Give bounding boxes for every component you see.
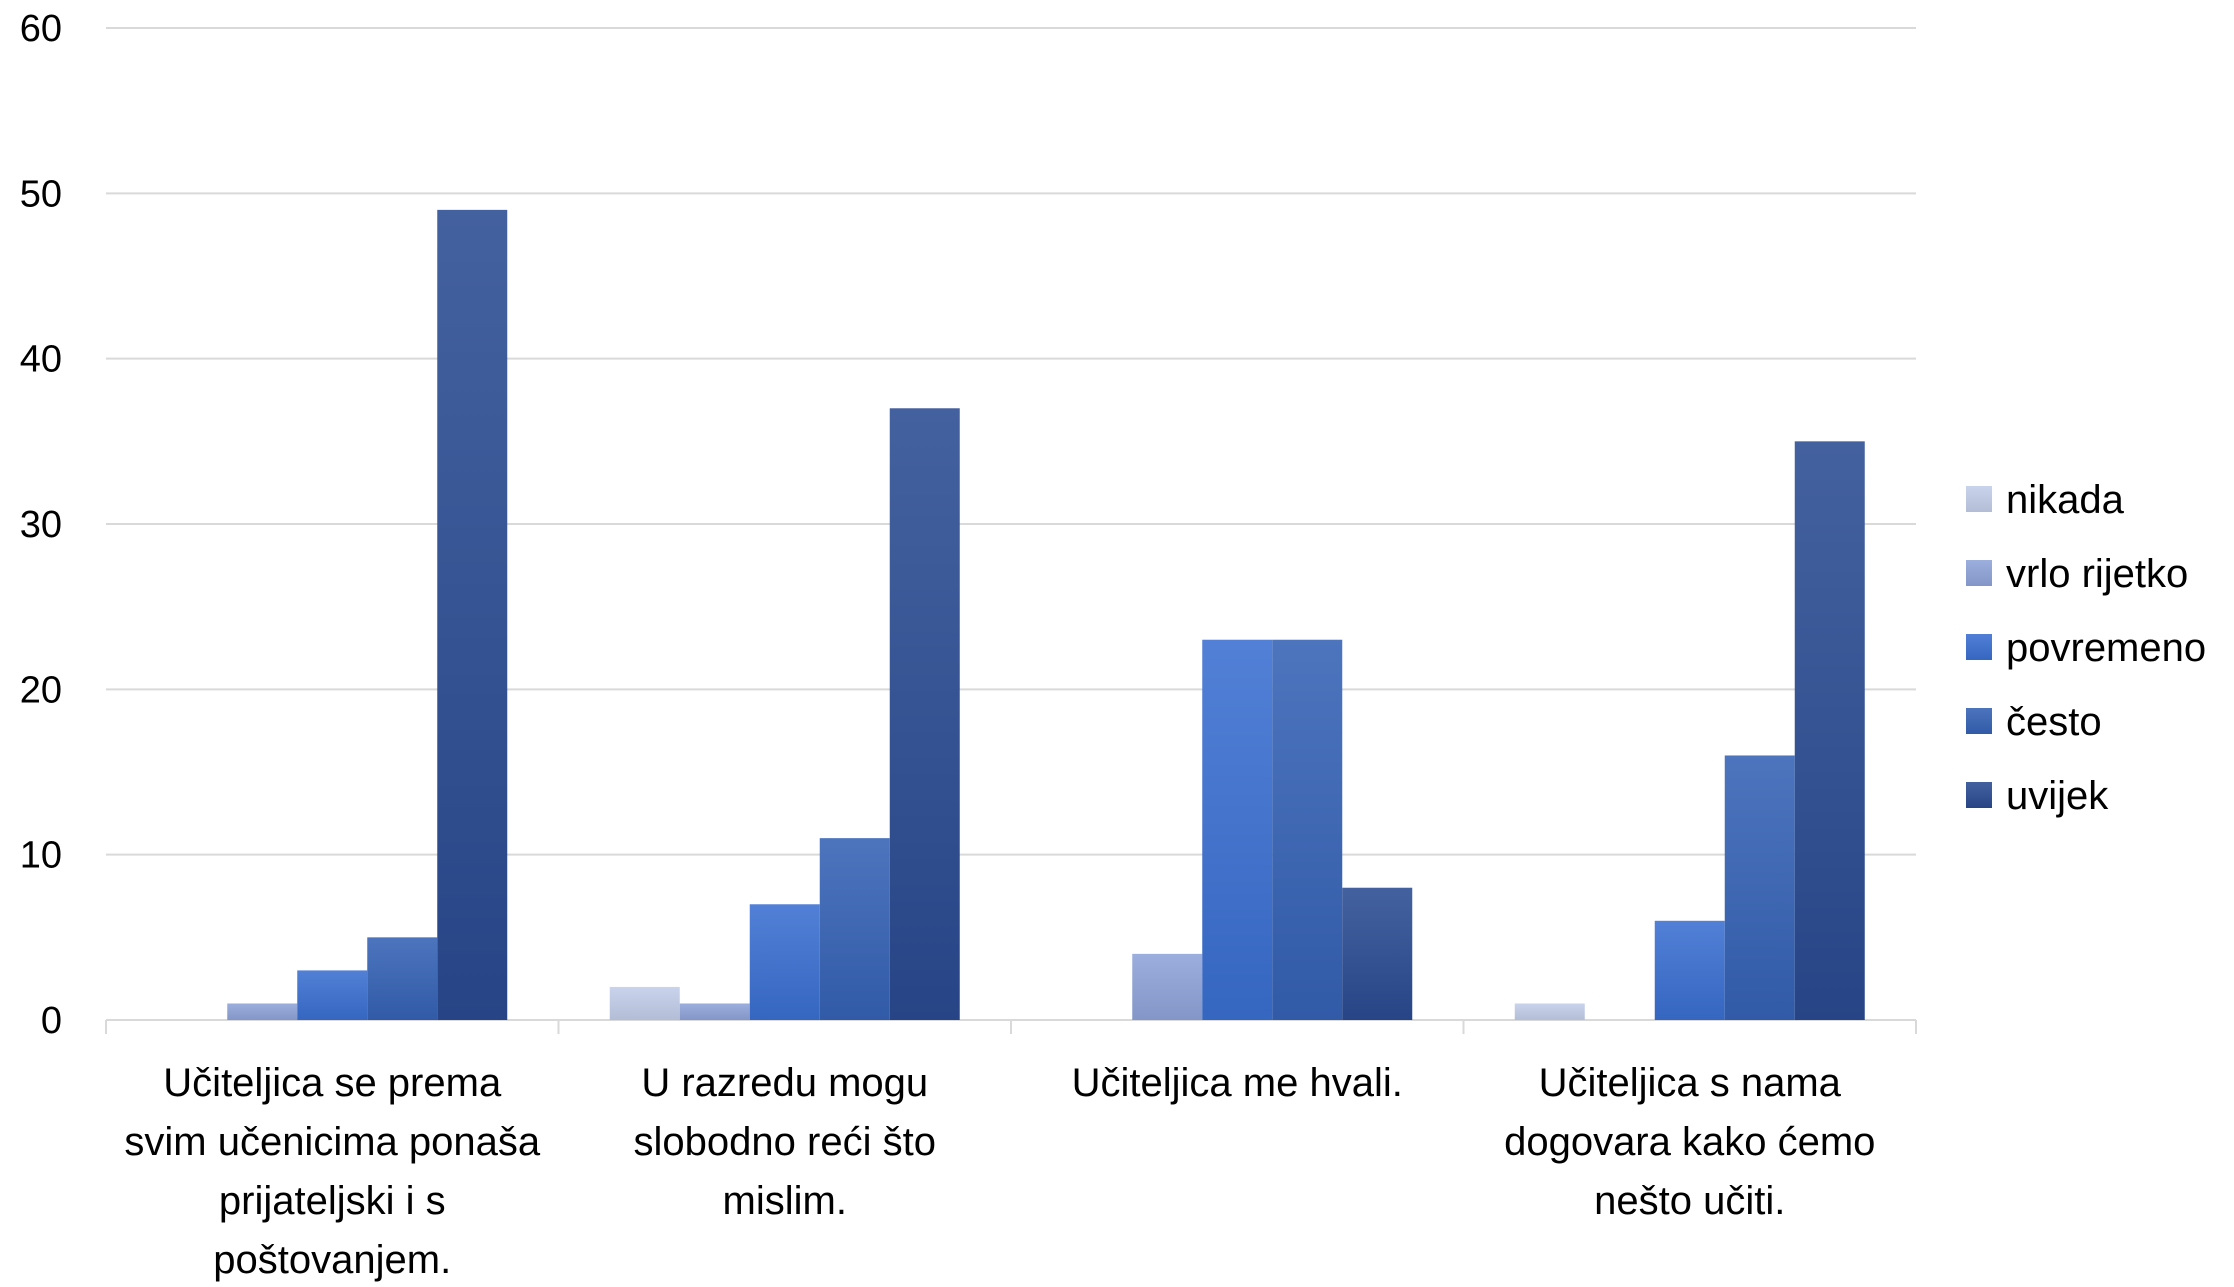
y-tick-label: 10 <box>20 835 62 877</box>
x-category-label: mislim. <box>723 1179 847 1223</box>
bar <box>1132 953 1203 1020</box>
bar <box>367 937 438 1020</box>
legend-swatch <box>1966 486 1992 512</box>
bar <box>1342 887 1413 1020</box>
x-category-label: nešto učiti. <box>1594 1179 1785 1223</box>
bar <box>819 838 890 1020</box>
y-tick-label: 0 <box>41 1000 62 1042</box>
legend-swatch <box>1966 560 1992 586</box>
gridlines <box>106 27 1916 856</box>
x-category-label: Učiteljica se prema <box>163 1061 502 1105</box>
bar <box>297 970 368 1020</box>
bar <box>1514 1003 1585 1020</box>
legend-swatch <box>1966 634 1992 660</box>
y-tick-label: 60 <box>20 8 62 50</box>
bar <box>749 904 820 1020</box>
legend: nikada vrlo rijetko povremeno često uvijek <box>1966 478 2206 818</box>
y-tick-label: 40 <box>20 339 62 381</box>
bar <box>1202 639 1273 1020</box>
y-tick-label: 20 <box>20 669 62 711</box>
y-tick-label: 50 <box>20 173 62 215</box>
x-category-label: poštovanjem. <box>213 1238 451 1282</box>
bar <box>1794 441 1865 1020</box>
legend-label: uvijek <box>2006 774 2109 818</box>
legend-swatch <box>1966 782 1992 808</box>
x-category-label: U razredu mogu <box>641 1061 928 1105</box>
bar <box>889 408 960 1020</box>
bar <box>227 1003 298 1020</box>
legend-label: nikada <box>2006 478 2125 522</box>
y-tick-label: 30 <box>20 504 62 546</box>
bar <box>1272 639 1343 1020</box>
x-category-label: prijateljski i s <box>219 1179 446 1223</box>
legend-swatch <box>1966 708 1992 734</box>
bar <box>609 986 680 1020</box>
legend-label: često <box>2006 700 2102 744</box>
x-category-label: Učiteljica s nama <box>1539 1061 1842 1105</box>
bar <box>679 1003 750 1020</box>
bar <box>437 209 508 1020</box>
x-category-label: Učiteljica me hvali. <box>1072 1061 1403 1105</box>
bar <box>1724 755 1795 1020</box>
axes <box>105 1019 1917 1034</box>
legend-label: vrlo rijetko <box>2006 552 2188 596</box>
x-category-label: dogovara kako ćemo <box>1504 1120 1875 1164</box>
bars <box>227 209 1865 1020</box>
x-category-label: slobodno reći što <box>634 1120 936 1164</box>
labels: 0 10 20 30 40 50 60 Učiteljica se prema svim uče… <box>20 8 1876 1282</box>
legend-label: povremeno <box>2006 626 2206 670</box>
x-category-label: svim učenicima ponaša <box>124 1120 540 1164</box>
bar <box>1654 920 1725 1020</box>
